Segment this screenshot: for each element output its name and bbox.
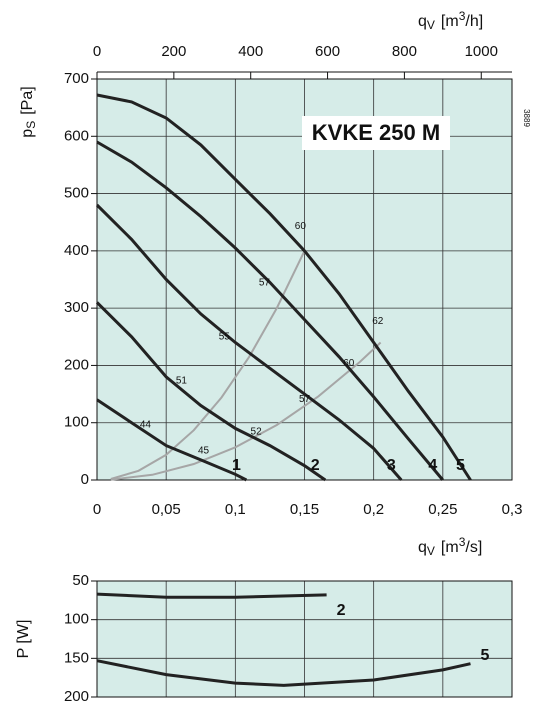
x2-tick-label: 600 (315, 43, 340, 60)
label-part: p (19, 129, 36, 138)
x-tick-label: 0,1 (225, 501, 246, 518)
y-tick-label: 300 (64, 299, 89, 316)
y-tick-label: 200 (64, 688, 89, 705)
label-part: /h] (465, 13, 483, 30)
layer: 0 0,05 0,1 0,15 0,2 0,25 0,3010020030040050060… (15, 9, 522, 705)
y-tick-label: 200 (64, 356, 89, 373)
y-tick-label: 500 (64, 185, 89, 202)
y-axis-label: pS [Pa] (19, 86, 38, 137)
label-part: q (418, 539, 427, 556)
fan-curve (96, 659, 471, 687)
chart-title: KVKE 250 M (312, 120, 440, 145)
annotation: 60 (343, 358, 355, 369)
annotation: 57 (299, 394, 311, 405)
x-tick-label: 0,2 (363, 501, 384, 518)
series-label: 4 (428, 457, 437, 474)
y-tick-label: 150 (64, 649, 89, 666)
fan-curve (96, 398, 248, 482)
fan-curve (96, 93, 472, 481)
y-axis-label: P [W] (15, 620, 32, 659)
annotation: 45 (198, 445, 210, 456)
frame (96, 580, 513, 698)
y-tick-label: 100 (64, 611, 89, 628)
annotation: 60 (295, 221, 307, 232)
annotation: 44 (140, 420, 152, 431)
label-part: [Pa] (19, 86, 36, 114)
label-part: 3 (459, 9, 466, 23)
y-tick-label: 700 (64, 70, 89, 87)
series-label: 5 (456, 457, 465, 474)
x2-tick-label: 1000 (465, 43, 498, 60)
system-curve (110, 250, 306, 480)
label-part: /s] (465, 539, 482, 556)
y-tick-label: 400 (64, 242, 89, 259)
fan-curve (95, 203, 403, 481)
fan-curve (95, 301, 327, 482)
x-tick-label: 0,25 (428, 501, 457, 518)
x-tick-label: 0,05 (152, 501, 181, 518)
side-note: 3889 (522, 109, 531, 127)
x2-tick-label: 400 (238, 43, 263, 60)
x2-axis-label: qV [m3/h] (418, 9, 483, 31)
x-tick-label: 0,15 (290, 501, 319, 518)
series-label: 3 (387, 457, 396, 474)
y-tick-label: 0 (81, 471, 89, 488)
label-part: V (427, 18, 435, 32)
annotation: 57 (259, 278, 271, 289)
label-part: [m (441, 539, 459, 556)
series-label: 1 (232, 457, 241, 474)
x2-tick-label: 0 (93, 43, 101, 60)
system-curve (110, 341, 382, 481)
x-tick-label: 0 (93, 501, 101, 518)
label-part: [m (441, 13, 459, 30)
x2-tick-label: 200 (161, 43, 186, 60)
annotation: 51 (176, 376, 188, 387)
annotation: 55 (219, 331, 231, 342)
fan-curve (96, 592, 327, 599)
series-label: 5 (481, 647, 490, 664)
series-label: 2 (311, 457, 320, 474)
annotation: 62 (372, 316, 384, 327)
annotation: 52 (251, 427, 263, 438)
x2-tick-label: 800 (392, 43, 417, 60)
y-tick-label: 50 (72, 572, 89, 589)
title-box (302, 116, 450, 150)
label-part: 3 (459, 535, 466, 549)
label-part: V (427, 544, 435, 558)
label-part: q (418, 13, 427, 30)
fan-curve (96, 140, 444, 481)
x-tick-label: 0,3 (502, 501, 523, 518)
x-axis-label: qV [m3/s] (418, 535, 482, 557)
y-tick-label: 100 (64, 414, 89, 431)
series-label: 2 (337, 602, 346, 619)
y-tick-label: 600 (64, 127, 89, 144)
frame (96, 78, 513, 481)
label-part: S (24, 121, 38, 129)
